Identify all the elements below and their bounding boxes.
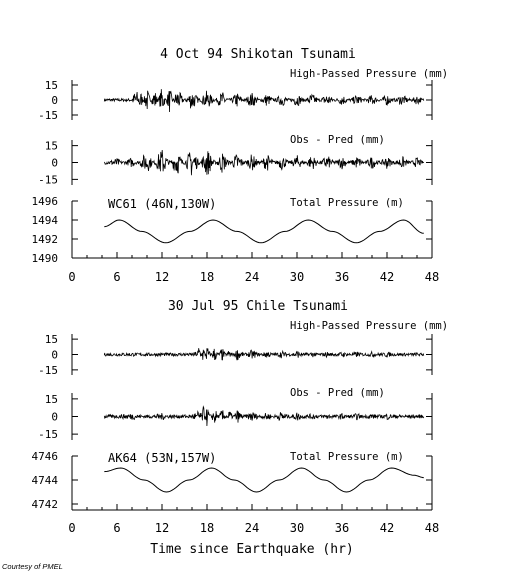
chart-title: 30 Jul 95 Chile Tsunami [168, 299, 348, 314]
y-tick-label: 0 [51, 411, 58, 424]
y-tick-label: 15 [45, 393, 58, 406]
x-tick-label: 36 [335, 270, 349, 284]
y-tick-label: -15 [38, 428, 58, 441]
pressure-trace [103, 149, 425, 176]
x-tick-label: 48 [425, 521, 439, 535]
x-tick-label: 12 [155, 521, 169, 535]
station-label: WC61 (46N,130W) [108, 197, 216, 211]
x-tick-label: 30 [290, 521, 304, 535]
pressure-trace [103, 89, 425, 113]
y-tick-label: -15 [38, 364, 58, 377]
pressure-trace [103, 348, 425, 361]
total-pressure-trace [104, 467, 424, 493]
panel-label: High-Passed Pressure (mm) [290, 68, 448, 80]
x-tick-label: 30 [290, 270, 304, 284]
x-tick-label: 12 [155, 270, 169, 284]
y-tick-label: 0 [51, 349, 58, 362]
x-tick-label: 42 [380, 521, 394, 535]
panel-label: Total Pressure (m) [290, 197, 404, 209]
x-tick-label: 24 [245, 521, 259, 535]
y-tick-label: -15 [38, 109, 58, 122]
x-tick-label: 18 [200, 521, 214, 535]
courtesy-note: Courtesy of PMEL [2, 562, 63, 571]
x-tick-label: 0 [68, 521, 75, 535]
x-tick-label: 6 [113, 521, 120, 535]
y-tick-label: 0 [51, 94, 58, 107]
y-tick-label: 15 [45, 333, 58, 346]
chart-title: 4 Oct 94 Shikotan Tsunami [160, 47, 356, 62]
panel-label: Obs - Pred (mm) [290, 387, 385, 399]
x-tick-label: 24 [245, 270, 259, 284]
x-tick-label: 0 [68, 270, 75, 284]
panel-label: High-Passed Pressure (mm) [290, 320, 448, 332]
x-tick-label: 6 [113, 270, 120, 284]
y-tick-label: 4744 [32, 474, 59, 487]
y-tick-label: 1490 [32, 252, 59, 265]
panel-label: Obs - Pred (mm) [290, 134, 385, 146]
x-tick-label: 36 [335, 521, 349, 535]
x-tick-label: 48 [425, 270, 439, 284]
station-label: AK64 (53N,157W) [108, 451, 216, 465]
panel-label: Total Pressure (m) [290, 451, 404, 463]
y-tick-label: 4742 [32, 498, 59, 511]
y-tick-label: 1492 [32, 233, 59, 246]
x-tick-label: 18 [200, 270, 214, 284]
pressure-trace [103, 405, 425, 427]
y-tick-label: 15 [45, 140, 58, 153]
y-tick-label: 1494 [32, 214, 59, 227]
y-tick-label: 4746 [32, 450, 59, 463]
y-tick-label: 0 [51, 157, 58, 170]
y-tick-label: -15 [38, 173, 58, 186]
y-tick-label: 1496 [32, 195, 59, 208]
x-tick-label: 42 [380, 270, 394, 284]
x-axis-label: Time since Earthquake (hr) [150, 542, 354, 557]
total-pressure-trace [104, 219, 424, 244]
y-tick-label: 15 [45, 79, 58, 92]
